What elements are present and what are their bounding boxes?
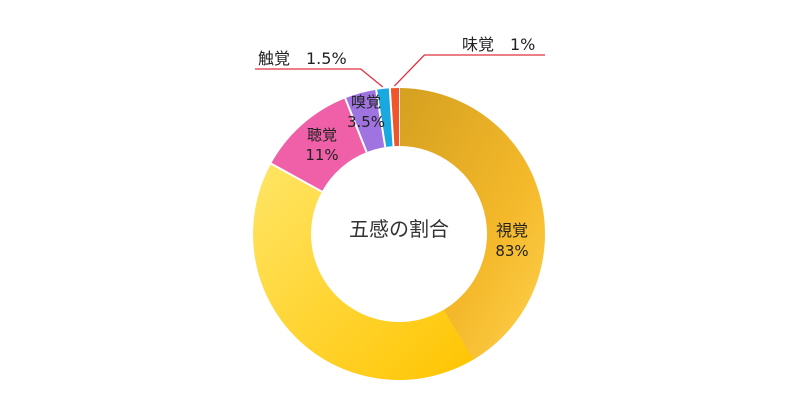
slice-1 — [271, 98, 367, 192]
callout-label-3: 触覚 1.5% — [258, 49, 347, 68]
slice-labels: 視覚 83% 聴覚 11% 嗅覚 3.5% 触覚 1.5% 味覚 1% — [258, 35, 535, 260]
slice-value-0: 83% — [495, 242, 528, 260]
slice-separator — [388, 87, 395, 147]
chart-center-title: 五感の割合 — [349, 217, 449, 241]
donut-slices — [253, 87, 545, 380]
slice-2 — [345, 89, 386, 153]
slice-label-2: 嗅覚 — [351, 93, 381, 111]
slice-label-1: 聴覚 — [307, 126, 337, 144]
slice-value-2: 3.5% — [347, 113, 385, 131]
slice-separator — [343, 96, 368, 153]
slice-label-0: 視覚 — [496, 221, 528, 240]
callout-label-4: 味覚 1% — [462, 35, 535, 54]
slice-4 — [389, 88, 399, 147]
callout-lines — [255, 54, 545, 88]
slice-visual-a — [399, 88, 545, 360]
callout-line-4 — [393, 54, 545, 87]
slice-3 — [376, 88, 394, 148]
callout-line-3 — [255, 68, 384, 88]
slice-separator — [269, 162, 323, 193]
slice-visual-b — [253, 163, 474, 380]
slice-separator — [375, 88, 387, 148]
slice-value-1: 11% — [305, 146, 338, 164]
